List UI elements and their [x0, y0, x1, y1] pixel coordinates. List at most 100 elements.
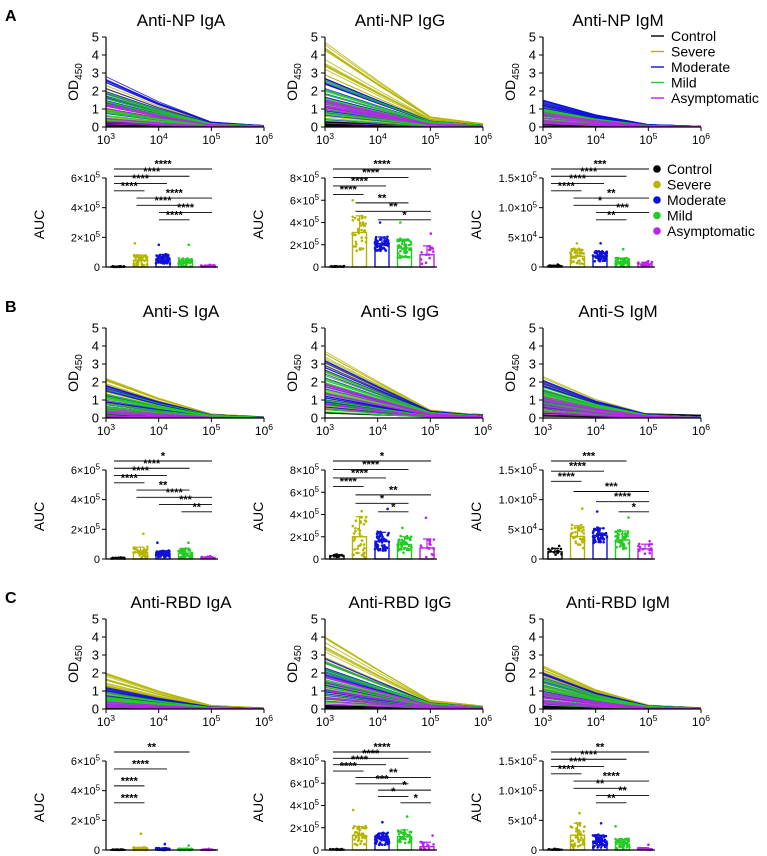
y-tick-label: 2×105	[71, 230, 101, 244]
data-point	[142, 264, 145, 267]
significance-label: ****	[558, 763, 576, 775]
data-point	[362, 551, 366, 555]
data-point	[625, 845, 629, 849]
data-point	[600, 837, 603, 840]
data-point	[158, 254, 162, 257]
data-point	[398, 547, 402, 551]
chart-title: Anti-RBD IgG	[349, 593, 452, 612]
x-tick-label: 105	[202, 131, 220, 147]
data-point	[559, 547, 563, 551]
data-point	[595, 510, 599, 513]
data-point	[358, 529, 362, 532]
data-point	[617, 261, 620, 264]
data-point	[181, 547, 184, 551]
data-point	[642, 261, 646, 265]
data-point	[359, 842, 362, 845]
data-point	[577, 260, 580, 263]
data-point	[187, 541, 190, 544]
data-point	[387, 540, 391, 544]
data-point	[398, 254, 402, 257]
data-point	[399, 837, 403, 841]
x-tick-label: 106	[474, 422, 492, 438]
data-point	[145, 255, 149, 259]
data-point	[573, 842, 576, 845]
data-point	[354, 527, 357, 530]
data-point	[382, 838, 386, 842]
data-point	[364, 826, 368, 830]
data-point	[386, 842, 390, 846]
x-tick-label: 105	[639, 713, 657, 729]
data-point	[363, 519, 367, 522]
series-line-mild	[105, 397, 265, 418]
data-point	[578, 811, 581, 815]
data-point	[616, 257, 620, 261]
y-tick-label: 1	[529, 102, 536, 117]
data-point	[381, 546, 385, 549]
y-tick-label: 0	[529, 120, 536, 135]
data-point	[623, 532, 627, 535]
data-point	[614, 257, 618, 260]
y-tick-label: 0	[529, 702, 536, 717]
data-point	[402, 551, 405, 554]
x-tick-label: 104	[150, 131, 168, 147]
data-point	[650, 260, 654, 264]
data-point	[595, 836, 598, 840]
data-point	[362, 522, 366, 526]
significance-label: ****	[132, 173, 150, 185]
data-point	[582, 840, 585, 844]
y-tick-label: 0	[311, 702, 318, 717]
data-point	[356, 839, 360, 843]
data-point	[570, 259, 573, 263]
data-point	[403, 251, 406, 254]
data-point	[337, 555, 340, 558]
data-point	[419, 544, 423, 547]
significance-label: *	[391, 786, 396, 798]
series-line-asymptomatic	[324, 101, 484, 127]
significance-label: ****	[121, 472, 139, 484]
y-tick-label: 4×105	[290, 507, 320, 521]
data-point	[141, 550, 144, 553]
data-point	[406, 238, 410, 242]
data-point	[381, 535, 384, 538]
y-tick-label: 8×105	[290, 754, 320, 768]
data-point	[626, 530, 630, 533]
data-point	[380, 247, 384, 250]
data-point	[576, 838, 580, 841]
data-point	[364, 222, 367, 225]
data-point	[190, 258, 193, 261]
data-point	[187, 243, 191, 247]
y-tick-label: 1.0×105	[499, 492, 538, 506]
line-chart-12: Anti-RBD IgA 0 1 2 3 4 5 103 104 105 106 OD450	[65, 593, 273, 729]
auc-chart-3: 02×1054×1056×105AUC*********************…	[31, 159, 218, 274]
significance-label: *	[402, 780, 407, 792]
series-line-asymptomatic	[105, 108, 265, 127]
data-point	[384, 249, 388, 252]
significance-label: ****	[351, 467, 369, 479]
y-tick-label: 1	[92, 102, 99, 117]
data-point	[355, 831, 359, 834]
data-point	[408, 536, 411, 540]
data-point	[407, 841, 411, 844]
data-point	[384, 546, 388, 549]
data-point	[136, 263, 140, 266]
y-tick-label: 5×104	[508, 230, 538, 244]
data-point	[185, 553, 188, 556]
y-tick-label: 1.0×105	[499, 783, 538, 797]
data-point	[593, 844, 596, 848]
data-point	[621, 540, 624, 544]
data-point	[573, 526, 577, 530]
mean-bar-asymptomatic	[419, 254, 435, 268]
y-tick-label: 5	[529, 612, 536, 627]
data-point	[617, 533, 620, 536]
data-point	[591, 535, 595, 538]
x-tick-label: 103	[97, 713, 115, 729]
data-point	[427, 844, 430, 847]
data-point	[361, 548, 365, 552]
data-point	[621, 532, 624, 536]
data-point	[625, 256, 628, 260]
data-point	[596, 526, 600, 530]
y-tick-label: 2×105	[71, 522, 101, 536]
data-point	[603, 840, 607, 844]
data-point	[429, 232, 433, 235]
